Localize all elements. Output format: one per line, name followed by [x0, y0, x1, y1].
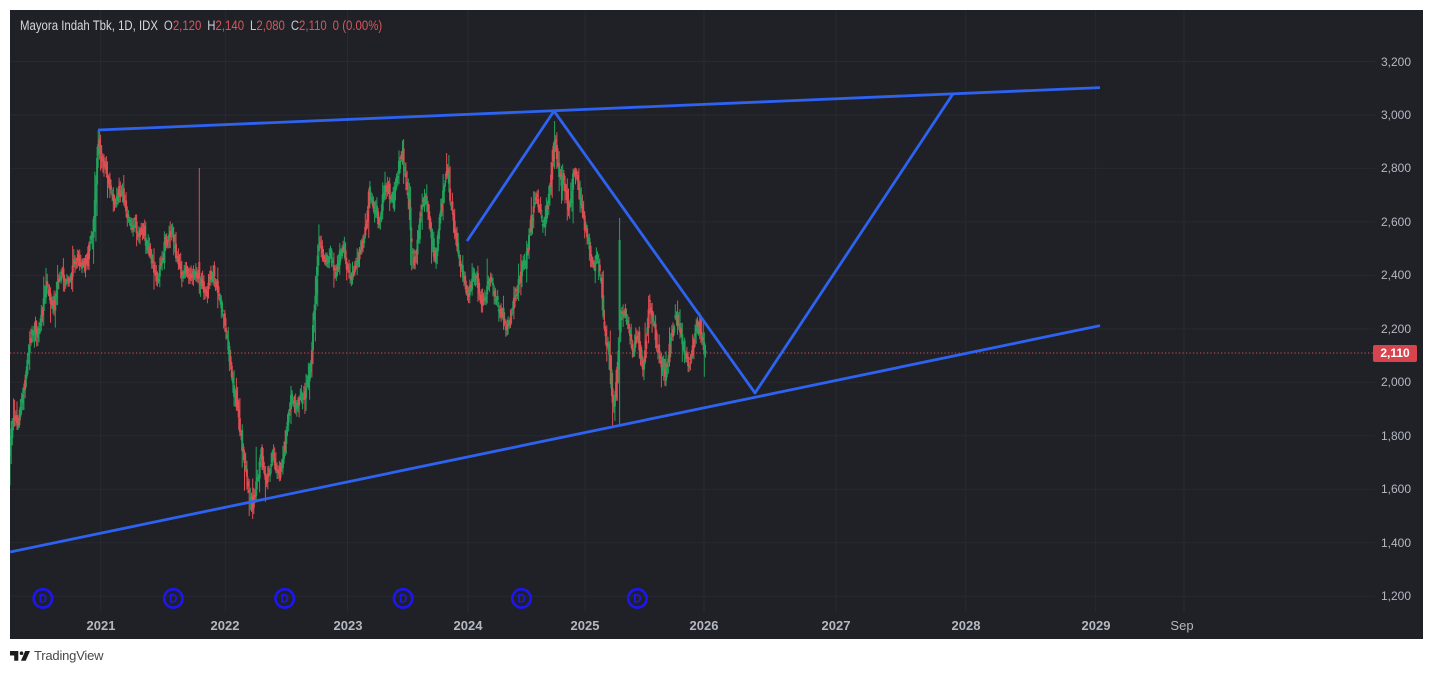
- svg-text:D: D: [281, 594, 289, 606]
- svg-text:D: D: [399, 594, 407, 606]
- svg-text:D: D: [169, 594, 177, 606]
- svg-text:D: D: [517, 594, 525, 606]
- svg-text:D: D: [633, 594, 641, 606]
- svg-text:D: D: [39, 594, 47, 606]
